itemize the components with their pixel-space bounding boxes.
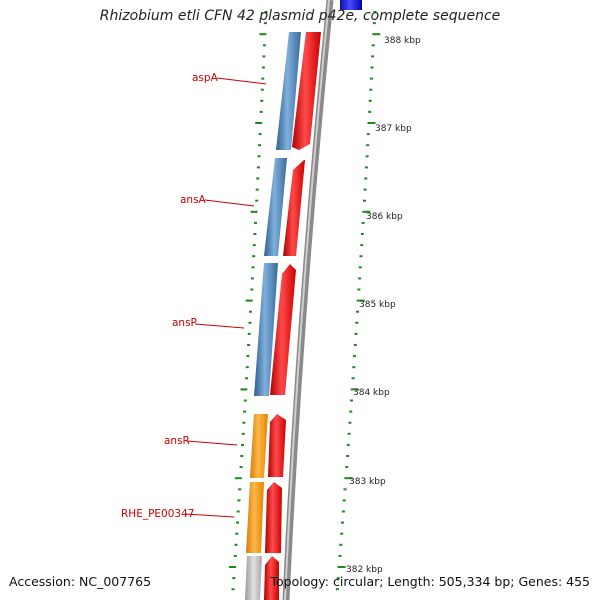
accession-text: Accession: NC_007765 <box>9 574 152 589</box>
gene-red-3[interactable] <box>270 264 296 395</box>
gene-RHE_PE00347[interactable] <box>246 482 264 553</box>
topology-text: Topology: circular; Length: 505,334 bp; … <box>270 574 591 589</box>
gene-red-1[interactable] <box>292 32 321 150</box>
gene-ansR[interactable] <box>250 414 268 478</box>
scale-ticks <box>335 11 381 591</box>
gene-label-ansA: ansA <box>180 194 207 206</box>
scale-label-382: 382 kbp <box>346 565 383 575</box>
gene-red-4[interactable] <box>268 414 286 477</box>
gene-labels: aspA ansA ansP ansR RHE_PE00347 <box>121 72 219 520</box>
gene-ansA[interactable] <box>264 158 287 256</box>
scale-label-388: 388 kbp <box>384 36 421 46</box>
inner-ticks <box>229 11 268 591</box>
gene-label-lines <box>185 77 267 518</box>
scale-label-386: 386 kbp <box>366 212 403 222</box>
gene-ansP[interactable] <box>254 263 278 396</box>
gene-label-ansP: ansP <box>172 317 197 329</box>
gene-aspA[interactable] <box>276 32 301 150</box>
scale-label-383: 383 kbp <box>349 477 386 487</box>
gene-label-ansR: ansR <box>164 435 190 447</box>
page-title: Rhizobium etli CFN 42 plasmid p42e, comp… <box>99 8 501 24</box>
scale-label-385: 385 kbp <box>359 300 396 310</box>
backbone <box>282 0 334 600</box>
gene-red-6[interactable] <box>264 556 279 600</box>
top-feature <box>336 0 362 12</box>
gene-label-aspA: aspA <box>192 72 219 84</box>
gene-gray[interactable] <box>245 556 262 600</box>
scale-label-387: 387 kbp <box>375 124 412 134</box>
scale-label-384: 384 kbp <box>353 388 390 398</box>
scale-labels: 388 kbp 387 kbp 386 kbp 385 kbp 384 kbp … <box>346 36 421 575</box>
gene-red-5[interactable] <box>265 482 282 553</box>
gene-label-RHE_PE00347: RHE_PE00347 <box>121 508 194 520</box>
gene-blocks <box>245 32 321 600</box>
gene-red-2[interactable] <box>283 160 305 256</box>
